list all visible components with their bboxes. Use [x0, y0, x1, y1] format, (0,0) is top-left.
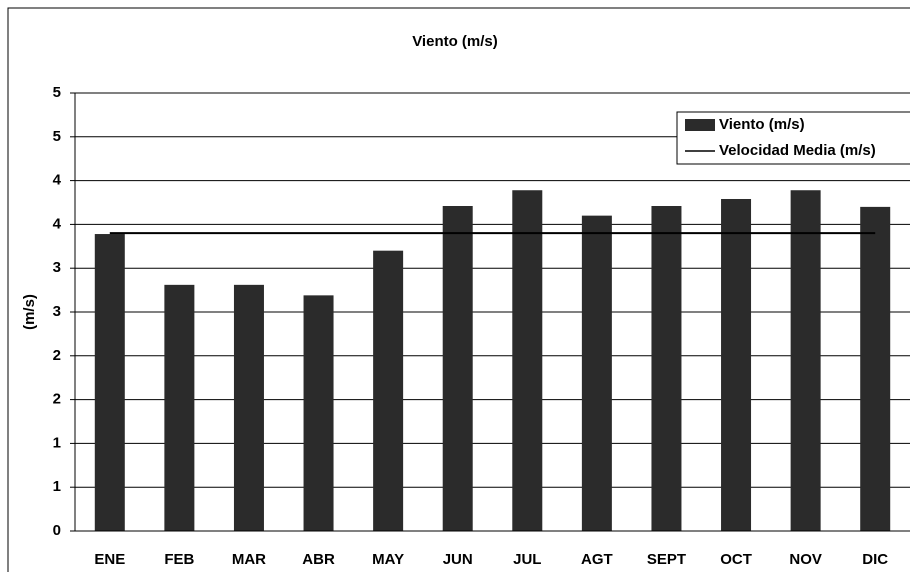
y-tick-label: 1	[53, 478, 61, 495]
bar	[512, 190, 543, 531]
x-tick-label: JUN	[443, 551, 473, 568]
x-tick-label: DIC	[862, 551, 888, 568]
bar	[651, 206, 682, 531]
legend-label: Velocidad Media (m/s)	[719, 142, 876, 159]
legend-swatch	[685, 119, 715, 131]
y-tick-label: 4	[53, 215, 62, 232]
x-tick-label: NOV	[789, 551, 822, 568]
y-tick-label: 3	[53, 259, 61, 276]
x-tick-label: FEB	[164, 551, 194, 568]
x-tick-label: MAR	[232, 551, 266, 568]
bar	[164, 284, 195, 531]
bar	[581, 215, 612, 531]
y-tick-label: 5	[53, 128, 61, 145]
chart-title: Viento (m/s)	[412, 33, 498, 50]
legend-label: Viento (m/s)	[719, 116, 805, 133]
y-tick-label: 2	[53, 391, 61, 408]
x-tick-label: AGT	[581, 551, 613, 568]
y-tick-label: 3	[53, 303, 61, 320]
y-axis-label: (m/s)	[21, 294, 38, 330]
bar	[721, 198, 752, 531]
x-tick-label: ABR	[302, 551, 335, 568]
y-tick-label: 1	[53, 434, 61, 451]
bar	[790, 190, 821, 531]
chart-frame	[7, 7, 910, 572]
bar	[860, 206, 891, 531]
bar	[94, 234, 125, 531]
x-tick-label: OCT	[720, 551, 752, 568]
bar	[442, 206, 473, 531]
y-tick-label: 5	[53, 84, 61, 101]
x-tick-label: MAY	[372, 551, 404, 568]
x-tick-label: ENE	[94, 551, 125, 568]
x-tick-label: SEPT	[647, 551, 686, 568]
y-tick-label: 2	[53, 347, 61, 364]
x-tick-label: JUL	[513, 551, 541, 568]
bar	[303, 295, 334, 531]
y-tick-label: 4	[53, 172, 62, 189]
bar	[233, 284, 264, 531]
y-tick-label: 0	[53, 522, 61, 539]
bar	[373, 250, 404, 531]
legend-box	[676, 111, 910, 165]
